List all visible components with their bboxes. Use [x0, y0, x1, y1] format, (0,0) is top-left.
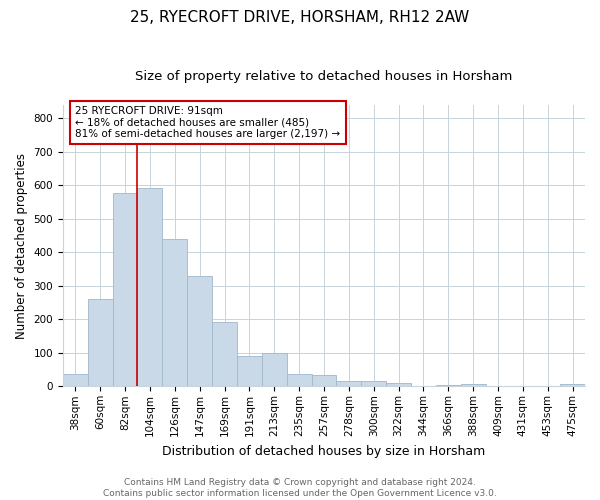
- Bar: [137, 188, 163, 386]
- Text: 25, RYECROFT DRIVE, HORSHAM, RH12 2AW: 25, RYECROFT DRIVE, HORSHAM, RH12 2AW: [130, 10, 470, 25]
- X-axis label: Distribution of detached houses by size in Horsham: Distribution of detached houses by size …: [163, 444, 485, 458]
- Bar: [361, 380, 386, 386]
- Bar: [237, 356, 262, 386]
- Title: Size of property relative to detached houses in Horsham: Size of property relative to detached ho…: [135, 70, 512, 83]
- Bar: [63, 374, 88, 386]
- Bar: [461, 384, 485, 386]
- Text: 25 RYECROFT DRIVE: 91sqm
← 18% of detached houses are smaller (485)
81% of semi-: 25 RYECROFT DRIVE: 91sqm ← 18% of detach…: [76, 106, 340, 139]
- Bar: [113, 193, 137, 386]
- Bar: [287, 374, 311, 386]
- Bar: [212, 322, 237, 386]
- Bar: [386, 383, 411, 386]
- Y-axis label: Number of detached properties: Number of detached properties: [15, 152, 28, 338]
- Bar: [88, 298, 113, 386]
- Bar: [163, 239, 187, 386]
- Bar: [436, 384, 461, 386]
- Bar: [262, 353, 287, 386]
- Bar: [187, 276, 212, 386]
- Text: Contains HM Land Registry data © Crown copyright and database right 2024.
Contai: Contains HM Land Registry data © Crown c…: [103, 478, 497, 498]
- Bar: [337, 380, 361, 386]
- Bar: [311, 376, 337, 386]
- Bar: [560, 384, 585, 386]
